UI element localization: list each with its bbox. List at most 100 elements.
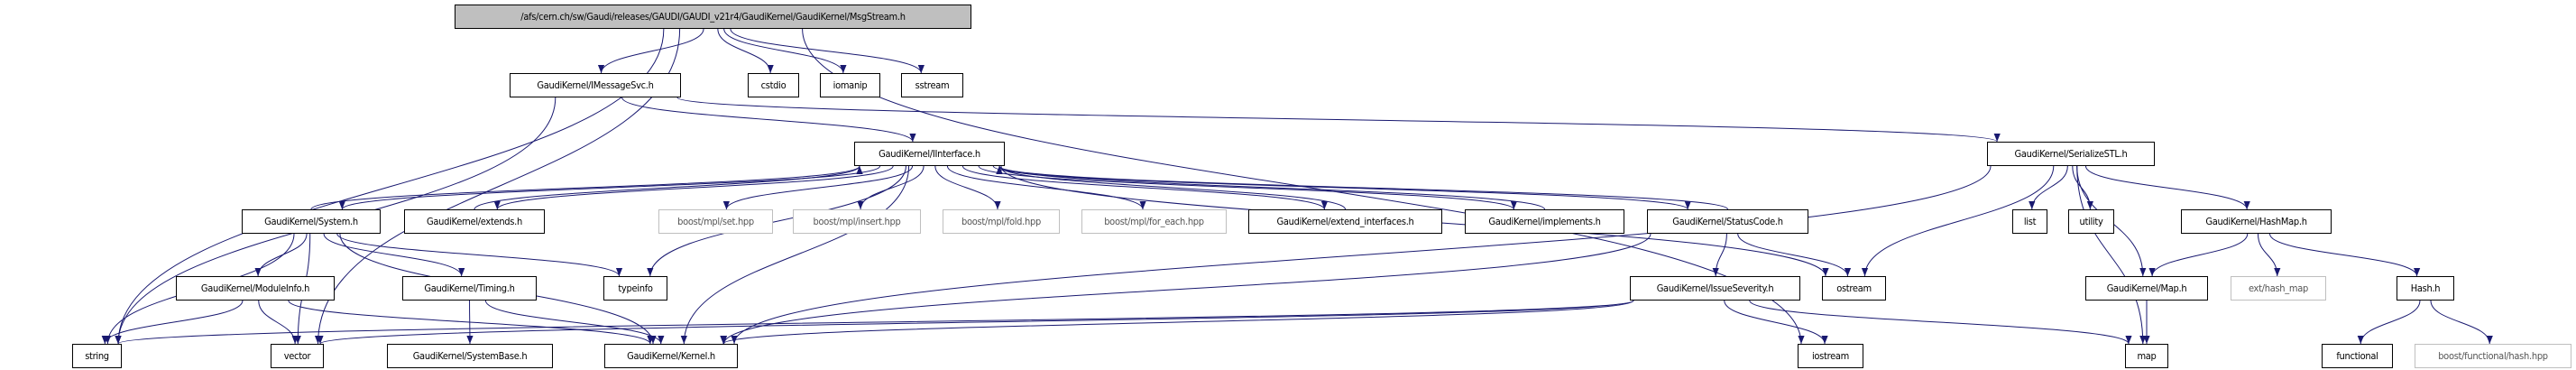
node-implements[interactable]: GaudiKernel/implements.h [1465,209,1624,234]
node-list[interactable]: list [2012,209,2047,234]
node-string[interactable]: string [72,344,122,368]
node-label: GaudiKernel/implements.h [1488,216,1601,227]
edge-issueseverity-to-iostream [1724,300,1828,345]
edge-hashmap-to-maph [2148,233,2249,277]
node-mplset: boost/mpl/set.hpp [658,209,773,234]
edge-statuscode-to-iinterface [996,165,1728,210]
node-boosthash: boost/functional/hash.hpp [2415,344,2571,368]
edge-msgstream-to-sstream [730,28,925,74]
edge-iinterface-to-extends [493,165,894,210]
node-issueseverity[interactable]: GaudiKernel/IssueSeverity.h [1630,276,1800,301]
node-label: ext/hash_map [2248,282,2309,294]
node-label: GaudiKernel/IMessageSvc.h [537,79,654,91]
node-msgstream: /afs/cern.ch/sw/Gaudi/releases/GAUDI/GAU… [455,5,971,29]
edge-extends-to-iinterface [474,165,863,210]
node-label: GaudiKernel/SerializeSTL.h [2014,148,2128,160]
node-label: functional [2336,350,2378,362]
edge-issueseverity-to-vector [317,300,1634,345]
node-system[interactable]: GaudiKernel/System.h [242,209,381,234]
node-label: GaudiKernel/IInterface.h [879,148,980,160]
edge-system-to-iinterface [310,165,863,210]
edge-iinterface-to-mplset [722,165,914,210]
node-serializestl[interactable]: GaudiKernel/SerializeSTL.h [1987,142,2155,166]
node-label: boost/mpl/for_each.hpp [1104,216,1204,227]
node-statuscode[interactable]: GaudiKernel/StatusCode.h [1647,209,1808,234]
node-label: GaudiKernel/ModuleInfo.h [200,282,310,294]
node-label: cstdio [760,79,787,91]
edge-imessagesvc-to-iinterface [621,97,916,143]
node-exthashmap: ext/hash_map [2231,276,2326,301]
node-label: typeinfo [618,282,653,294]
node-extends[interactable]: GaudiKernel/extends.h [404,209,545,234]
edge-iinterface-to-mplinsert [857,165,925,210]
edge-iinterface-to-mplfold [934,165,1001,210]
edge-serializestl-to-hashmap [2084,165,2250,210]
node-label: GaudiKernel/extends.h [427,216,522,227]
node-iinterface[interactable]: GaudiKernel/IInterface.h [854,142,1005,166]
node-typeinfo[interactable]: typeinfo [603,276,667,301]
node-kernel[interactable]: GaudiKernel/Kernel.h [604,344,738,368]
edge-hashmap-to-hashh [2269,233,2421,277]
edge-msgstream-to-cstdio [717,28,774,74]
edge-system-to-moduleinfo [254,233,308,277]
node-label: boost/functional/hash.hpp [2438,350,2548,362]
edge-hashmap-to-exthashmap [2257,233,2281,277]
node-mplfold: boost/mpl/fold.hpp [943,209,1060,234]
node-iostream[interactable]: iostream [1798,344,1863,368]
node-cstdio[interactable]: cstdio [748,73,799,97]
edge-imessagesvc-to-serializestl [676,97,2001,143]
node-label: iomanip [833,79,868,91]
node-label: GaudiKernel/System.h [264,216,358,227]
node-hashh[interactable]: Hash.h [2397,276,2454,301]
edge-issueseverity-to-kernel [720,300,1634,345]
edge-msgstream-to-imessagesvc [597,28,704,74]
node-utility[interactable]: utility [2068,209,2114,234]
edge-iinterface-to-kernel [680,165,910,345]
edge-iinterface-to-implements [978,165,1517,210]
node-mplinsert: boost/mpl/insert.hpp [793,209,921,234]
edge-hashh-to-boosthash [2430,300,2493,345]
node-label: Hash.h [2410,282,2441,294]
node-maph[interactable]: GaudiKernel/Map.h [2085,276,2208,301]
node-label: ostream [1836,282,1872,294]
node-label: list [2023,216,2037,227]
edge-serializestl-to-map [2076,165,2147,345]
node-label: utility [2079,216,2103,227]
node-sstream[interactable]: sstream [901,73,963,97]
edge-iinterface-to-mplforeach [946,165,1146,210]
edge-issueseverity-to-map [1749,300,2132,345]
node-ostream[interactable]: ostream [1822,276,1886,301]
edge-iinterface-to-extendinterfaces [961,165,1328,210]
node-iomanip[interactable]: iomanip [820,73,880,97]
edge-extendinterfaces-to-iinterface [996,165,1346,210]
edge-implements-to-iinterface [996,165,1545,210]
node-label: GaudiKernel/HashMap.h [2205,216,2307,227]
node-label: string [85,350,109,362]
node-label: vector [283,350,311,362]
node-label: boost/mpl/insert.hpp [813,216,901,227]
node-timing[interactable]: GaudiKernel/Timing.h [402,276,537,301]
edge-moduleinfo-to-string [101,300,244,345]
edge-iinterface-to-typeinfo [647,165,906,277]
node-functional[interactable]: functional [2322,344,2393,368]
edge-serializestl-to-ostream [1861,165,2055,277]
node-label: boost/mpl/fold.hpp [961,216,1041,227]
node-hashmap[interactable]: GaudiKernel/HashMap.h [2181,209,2332,234]
edge-hashh-to-functional [2357,300,2421,345]
node-moduleinfo[interactable]: GaudiKernel/ModuleInfo.h [176,276,335,301]
node-label: map [2137,350,2157,362]
node-mplforeach: boost/mpl/for_each.hpp [1081,209,1227,234]
node-vector[interactable]: vector [271,344,324,368]
node-label: iostream [1811,350,1850,362]
node-systembase[interactable]: GaudiKernel/SystemBase.h [387,344,553,368]
node-imessagesvc[interactable]: GaudiKernel/IMessageSvc.h [510,73,681,97]
edge-statuscode-to-kernel [721,233,1651,345]
node-label: GaudiKernel/Map.h [2106,282,2187,294]
node-extendinterfaces[interactable]: GaudiKernel/extend_interfaces.h [1248,209,1442,234]
node-label: boost/mpl/set.hpp [677,216,754,227]
edge-system-to-typeinfo [336,233,623,277]
edge-statuscode-to-ostream [1737,233,1852,277]
node-map[interactable]: map [2125,344,2168,368]
